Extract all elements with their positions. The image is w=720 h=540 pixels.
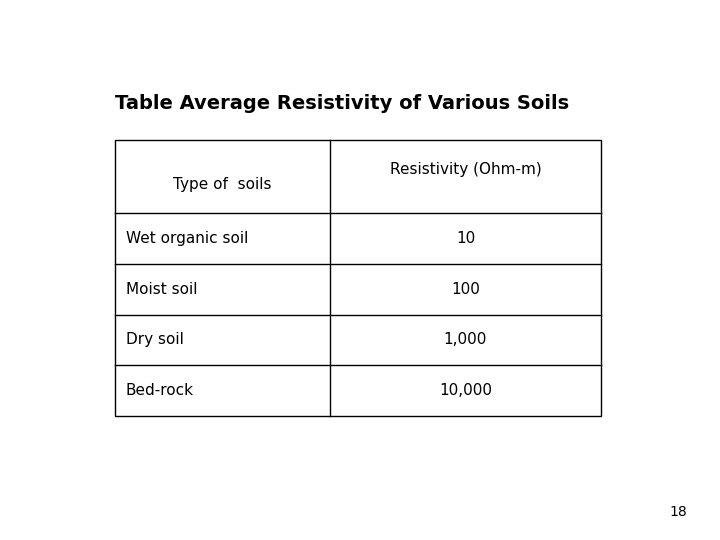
Text: Moist soil: Moist soil bbox=[126, 282, 197, 297]
Text: Table Average Resistivity of Various Soils: Table Average Resistivity of Various Soi… bbox=[115, 94, 570, 113]
Text: 10,000: 10,000 bbox=[439, 383, 492, 398]
Text: 10: 10 bbox=[456, 231, 475, 246]
Text: Resistivity (Ohm-m): Resistivity (Ohm-m) bbox=[390, 162, 541, 177]
Text: Wet organic soil: Wet organic soil bbox=[126, 231, 248, 246]
Text: Bed-rock: Bed-rock bbox=[126, 383, 194, 398]
Text: 1,000: 1,000 bbox=[444, 333, 487, 347]
Text: Type of  soils: Type of soils bbox=[174, 177, 271, 192]
Text: 18: 18 bbox=[670, 505, 688, 519]
Text: Dry soil: Dry soil bbox=[126, 333, 184, 347]
Text: 100: 100 bbox=[451, 282, 480, 297]
Bar bbox=[115, 140, 601, 416]
